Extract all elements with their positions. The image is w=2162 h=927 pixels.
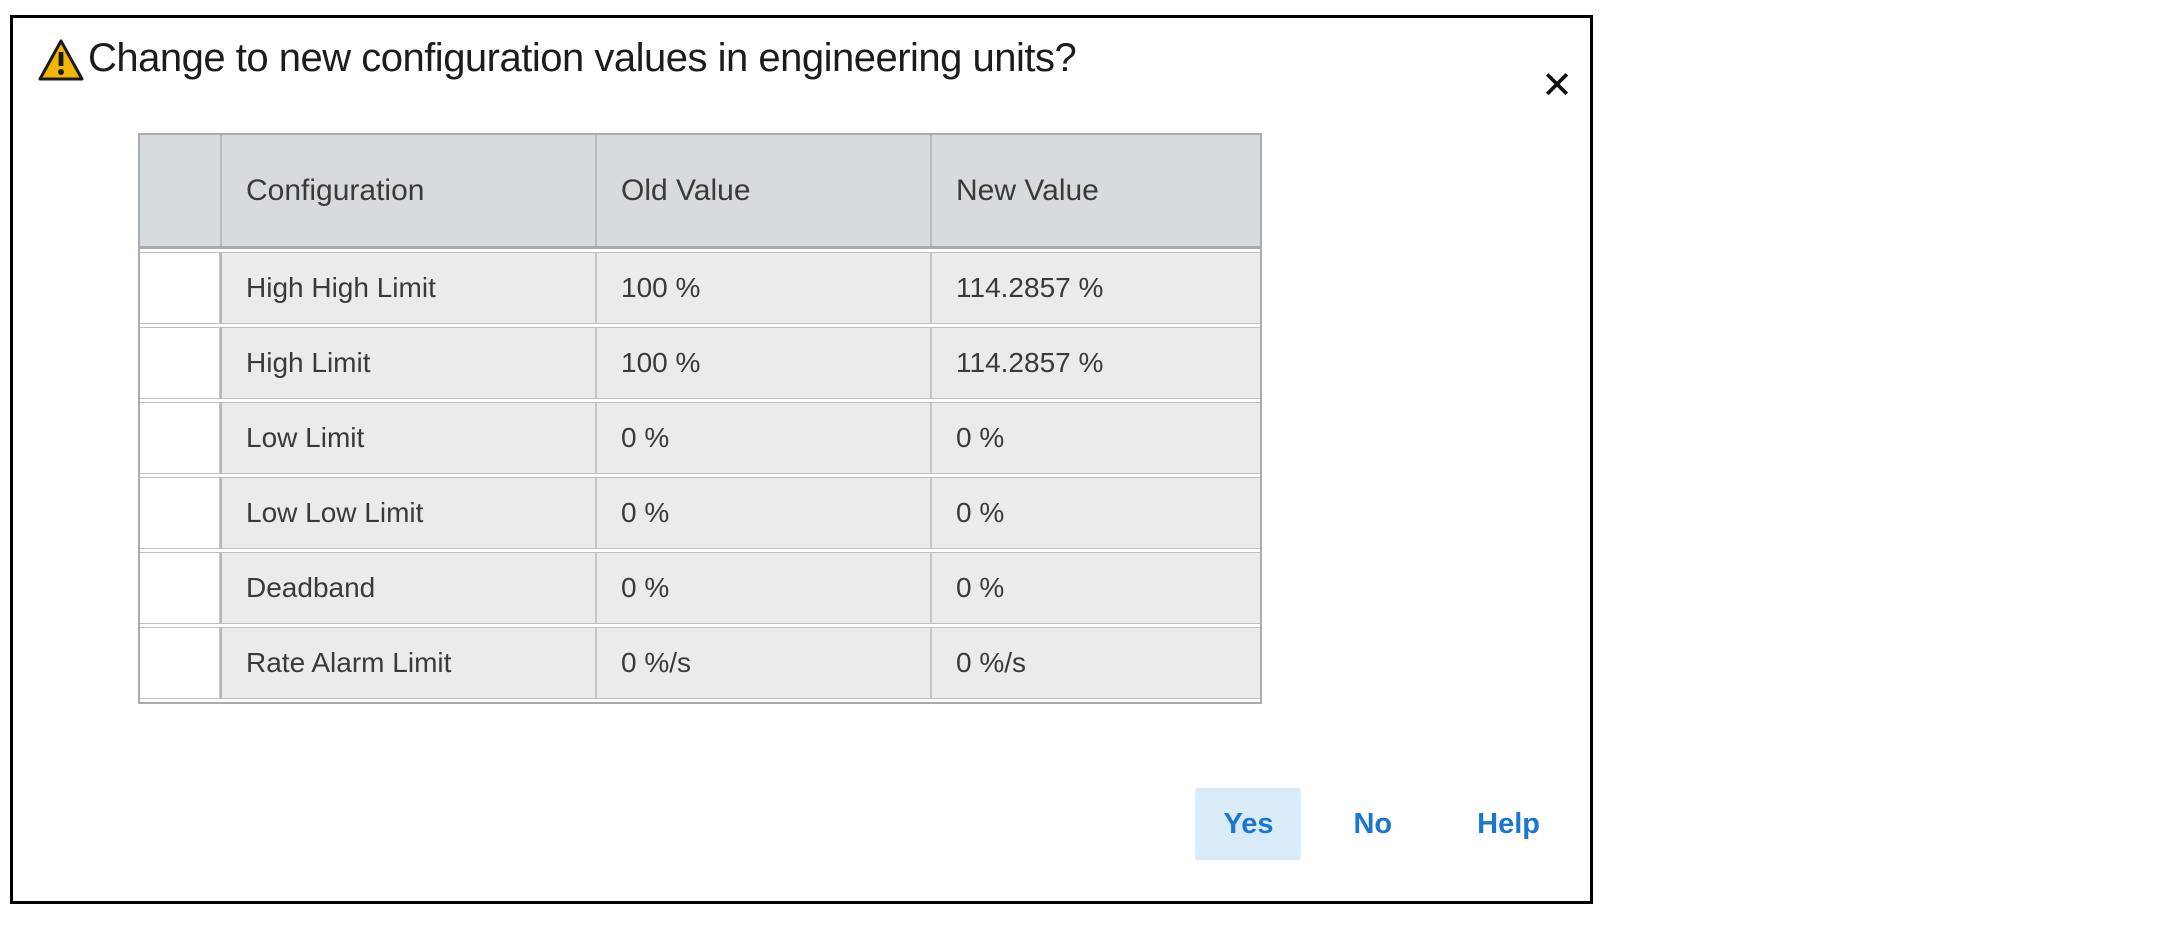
dialog-footer: Yes No Help [13,788,1573,860]
column-header-configuration: Configuration [220,135,595,246]
cell-old-value: 100 % [595,252,930,324]
yes-button[interactable]: Yes [1195,788,1302,860]
cell-new-value: 0 % [930,402,1260,474]
cell-new-value: 0 % [930,477,1260,549]
cell-new-value: 0 %/s [930,627,1260,699]
table-row[interactable]: High High Limit 100 % 114.2857 % [140,252,1260,324]
configuration-change-table: Configuration Old Value New Value High H… [138,133,1262,704]
cell-new-value: 114.2857 % [930,252,1260,324]
cell-old-value: 0 % [595,477,930,549]
cell-configuration: Low Low Limit [220,477,595,549]
table-row[interactable]: Low Limit 0 % 0 % [140,402,1260,474]
table-body: High High Limit 100 % 114.2857 % High Limit… [140,252,1260,699]
cell-configuration: Deadband [220,552,595,624]
cell-old-value: 100 % [595,327,930,399]
dialog-title: Change to new configuration values in en… [88,36,1077,80]
cell-old-value: 0 % [595,402,930,474]
cell-configuration: Low Limit [220,402,595,474]
table-header-row: Configuration Old Value New Value [140,135,1260,249]
table-row[interactable]: Low Low Limit 0 % 0 % [140,477,1260,549]
cell-configuration: Rate Alarm Limit [220,627,595,699]
row-selector-gutter [140,402,220,474]
table-row[interactable]: Rate Alarm Limit 0 %/s 0 %/s [140,627,1260,699]
close-icon[interactable]: ✕ [1531,60,1583,112]
confirmation-dialog: Change to new configuration values in en… [10,15,1593,904]
cell-old-value: 0 % [595,552,930,624]
column-header-new-value: New Value [930,135,1260,246]
cell-configuration: High Limit [220,327,595,399]
warning-icon [38,39,84,80]
table-row[interactable]: High Limit 100 % 114.2857 % [140,327,1260,399]
dialog-title-bar: Change to new configuration values in en… [38,36,1570,81]
cell-new-value: 0 % [930,552,1260,624]
column-header-old-value: Old Value [595,135,930,246]
row-selector-gutter [140,552,220,624]
help-button[interactable]: Help [1477,807,1540,840]
row-selector-gutter [140,252,220,324]
row-selector-gutter [140,627,220,699]
table-header-gutter [140,135,220,246]
cell-old-value: 0 %/s [595,627,930,699]
cell-new-value: 114.2857 % [930,327,1260,399]
no-button[interactable]: No [1353,807,1393,840]
row-selector-gutter [140,477,220,549]
table-row[interactable]: Deadband 0 % 0 % [140,552,1260,624]
row-selector-gutter [140,327,220,399]
table-bottom-gap [140,699,1260,702]
cell-configuration: High High Limit [220,252,595,324]
